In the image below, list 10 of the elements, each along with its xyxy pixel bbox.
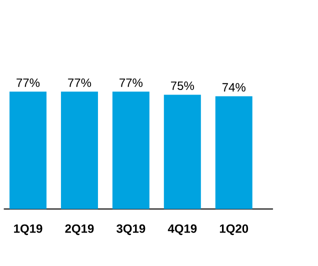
data-label: 74%	[222, 83, 246, 92]
data-label: 77%	[120, 78, 143, 87]
x-tick-label: 1Q20	[220, 224, 248, 236]
x-tick-label: 4Q19	[168, 224, 197, 236]
x-tick-label: 2Q19	[65, 224, 94, 236]
x-tick-label: 3Q19	[116, 224, 146, 236]
data-label: 77%	[16, 78, 40, 87]
data-label: 75%	[171, 82, 194, 90]
data-label: 77%	[68, 78, 92, 87]
x-tick-label: 1Q19	[14, 224, 42, 236]
